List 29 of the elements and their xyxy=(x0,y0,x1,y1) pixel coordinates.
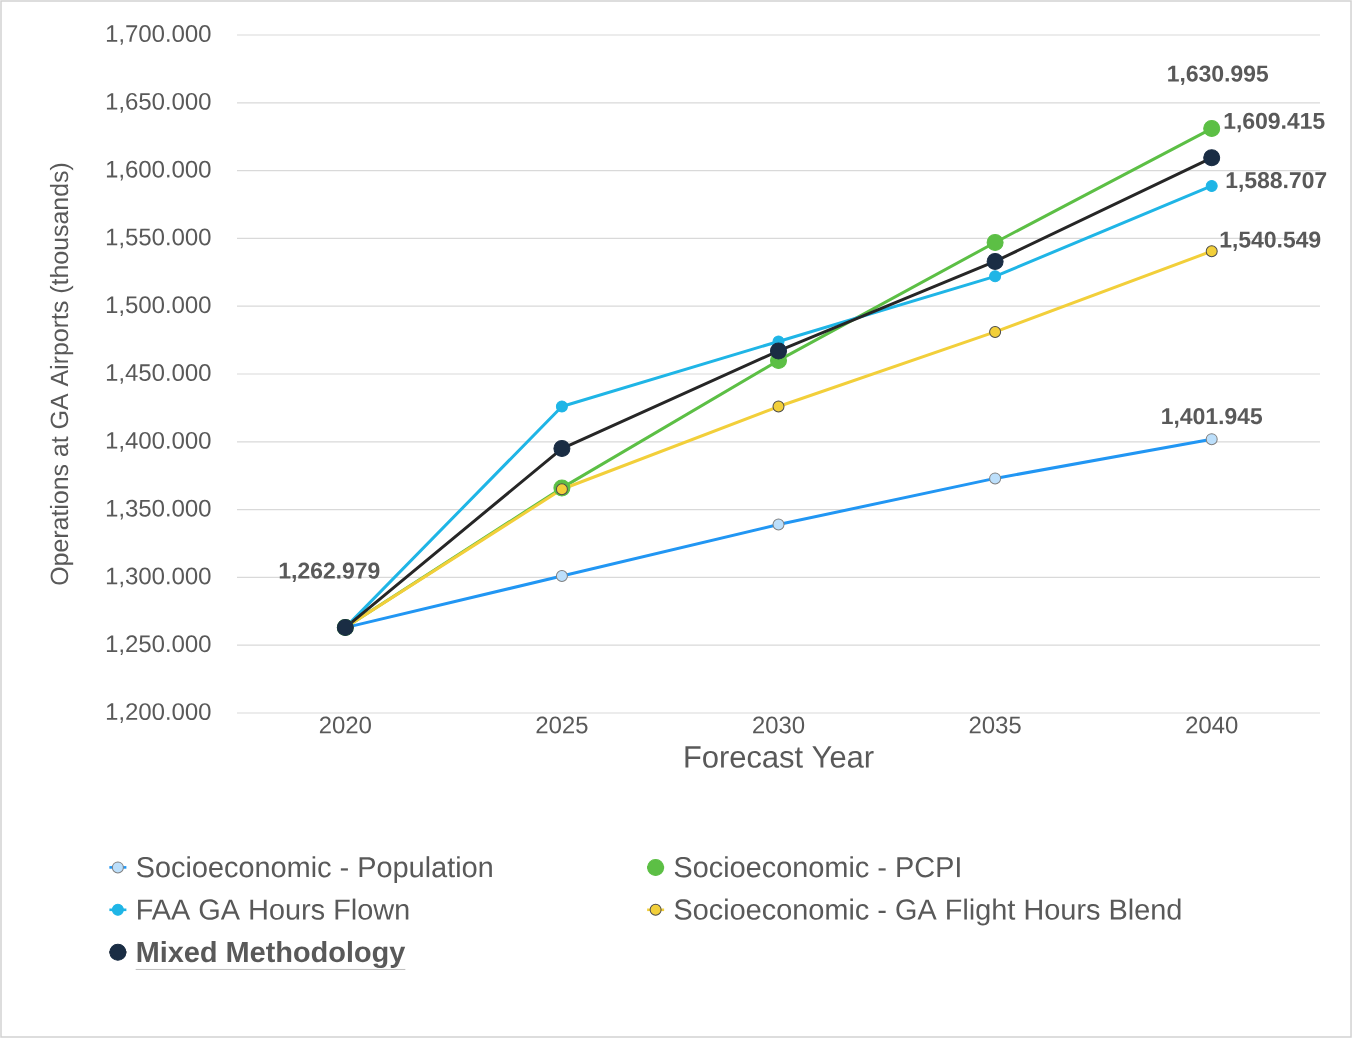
data-label: 1,540.549 xyxy=(1220,231,1321,251)
x-tick-label: 2040 xyxy=(1186,716,1238,734)
data-label: 1,630.995 xyxy=(1168,65,1269,86)
data-label: 1,401.945 xyxy=(1162,408,1263,428)
data-label: 1,609.415 xyxy=(1224,112,1325,133)
legend-label: FAA GA Hours Flown xyxy=(138,898,409,920)
y-tick-label: 1,500.000 xyxy=(106,296,211,317)
legend-label: Socioeconomic - PCPI xyxy=(674,856,960,878)
legend-label: Socioeconomic - Population xyxy=(136,856,492,884)
legend-label: Mixed Methodology xyxy=(137,941,406,969)
x-tick-label: 2020 xyxy=(319,716,371,734)
y-axis-title: Operations at GA Airports (thousands) xyxy=(49,163,74,585)
y-tick-label: 1,400.000 xyxy=(106,431,211,452)
y-tick-label: 1,350.000 xyxy=(106,499,211,520)
data-label: 1,262.979 xyxy=(279,562,380,583)
y-tick-label: 1,600.000 xyxy=(106,160,211,181)
x-axis-title: Forecast Year xyxy=(685,746,874,768)
y-tick-label: 1,200.000 xyxy=(106,703,211,723)
y-tick-label: 1,650.000 xyxy=(106,92,211,113)
y-tick-label: 1,250.000 xyxy=(106,635,211,656)
y-tick-label: 1,550.000 xyxy=(106,228,211,249)
y-tick-label: 1,300.000 xyxy=(106,567,211,588)
y-tick-label: 1,700.000 xyxy=(106,25,211,45)
x-tick-label: 2025 xyxy=(536,716,588,734)
data-label: 1,588.707 xyxy=(1226,172,1327,192)
x-tick-label: 2030 xyxy=(753,716,805,734)
legend-label: Socioeconomic - GA Flight Hours Blend xyxy=(674,898,1181,926)
x-tick-label: 2035 xyxy=(969,716,1021,734)
y-tick-label: 1,450.000 xyxy=(106,364,211,384)
